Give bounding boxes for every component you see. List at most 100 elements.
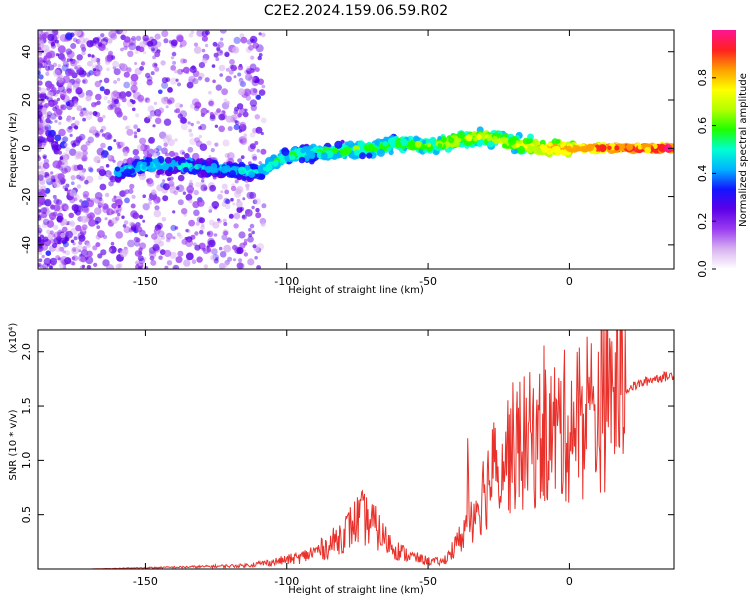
- heatmap-cell: [194, 244, 201, 251]
- heatmap-cell: [82, 190, 90, 198]
- heatmap-cell: [71, 204, 79, 212]
- heatmap-cell: [189, 179, 193, 183]
- heatmap-cell: [53, 69, 61, 78]
- heatmap-cell: [107, 171, 113, 177]
- heatmap-cell: [212, 221, 220, 229]
- heatmap-cell: [85, 256, 94, 265]
- heatmap-cell: [113, 139, 117, 143]
- heatmap-cell: [62, 250, 66, 254]
- heatmap-cell: [437, 136, 442, 141]
- heatmap-cell: [137, 173, 141, 177]
- heatmap-cell: [98, 197, 103, 202]
- heatmap-cell: [78, 69, 87, 78]
- heatmap-cell: [248, 233, 253, 238]
- x-tick-label: -100: [274, 275, 299, 288]
- heatmap-cell: [83, 194, 88, 199]
- heatmap-cell: [153, 227, 161, 235]
- heatmap-cell: [107, 154, 112, 160]
- heatmap-cell: [74, 64, 81, 70]
- heatmap-cell: [152, 55, 157, 60]
- heatmap-cell: [45, 176, 52, 183]
- heatmap-cell: [492, 136, 498, 142]
- heatmap-cell: [159, 165, 164, 170]
- heatmap-cell: [115, 231, 123, 239]
- heatmap-cell: [225, 115, 233, 123]
- heatmap-cell: [57, 160, 63, 165]
- heatmap-cell: [131, 36, 137, 41]
- heatmap-cell: [103, 77, 110, 84]
- heatmap-cell: [565, 145, 572, 152]
- heatmap-cell: [215, 57, 220, 61]
- heatmap-cell: [136, 226, 143, 233]
- heatmap-cell: [39, 178, 46, 185]
- heatmap-cell: [95, 242, 101, 248]
- heatmap-cell: [50, 204, 55, 208]
- heatmap-cell: [168, 183, 175, 190]
- heatmap-cell: [56, 43, 61, 48]
- heatmap-cell: [255, 212, 262, 219]
- heatmap-cell: [57, 85, 65, 93]
- heatmap-cell: [181, 151, 186, 155]
- snr-y-axis-label: SNR (10 * v/v): [8, 409, 19, 480]
- heatmap-cell: [224, 152, 230, 159]
- heatmap-cell: [43, 55, 51, 63]
- heatmap-cell: [62, 88, 67, 94]
- heatmap-cell: [47, 33, 55, 42]
- heatmap-cell: [123, 226, 131, 234]
- heatmap-cell: [72, 242, 76, 246]
- heatmap-cell: [241, 214, 246, 219]
- heatmap-cell: [39, 35, 44, 40]
- heatmap-cell: [113, 80, 117, 84]
- heatmap-cell: [261, 32, 266, 38]
- heatmap-cell: [70, 43, 77, 49]
- heatmap-cell: [170, 39, 178, 47]
- heatmap-cell: [234, 120, 238, 124]
- heatmap-cell: [143, 149, 149, 156]
- heatmap-cell: [258, 161, 262, 165]
- heatmap-cell: [195, 221, 200, 226]
- heatmap-cell: [86, 199, 95, 208]
- y-tick-label: 0.5: [20, 506, 33, 524]
- heatmap-cell: [95, 93, 102, 101]
- heatmap-cell: [100, 142, 106, 149]
- heatmap-cell: [73, 197, 78, 202]
- heatmap-cell: [41, 254, 45, 259]
- heatmap-cell: [82, 78, 88, 85]
- heatmap-cell: [539, 139, 546, 146]
- heatmap-cell: [227, 152, 235, 160]
- heatmap-cell: [238, 258, 243, 263]
- heatmap-cell: [165, 105, 169, 109]
- heatmap-cell: [100, 249, 107, 256]
- heatmap-cell: [78, 37, 86, 45]
- heatmap-cell: [158, 255, 163, 260]
- heatmap-cell: [70, 239, 75, 244]
- heatmap-cell: [56, 215, 63, 223]
- y-tick-label: 1.0: [20, 452, 33, 470]
- heatmap-cell: [146, 179, 155, 187]
- heatmap-cell: [98, 205, 102, 209]
- heatmap-cell: [55, 39, 59, 44]
- heatmap-cell: [42, 109, 47, 115]
- heatmap-cell: [164, 156, 172, 164]
- heatmap-cell: [175, 256, 183, 264]
- heatmap-cell: [128, 42, 137, 51]
- heatmap-cell: [216, 108, 221, 113]
- heatmap-cell: [472, 136, 478, 142]
- heatmap-cell: [71, 181, 75, 185]
- heatmap-cell: [144, 266, 149, 269]
- heatmap-cell: [196, 216, 203, 223]
- heatmap-cell: [233, 75, 237, 79]
- heatmap-cell: [139, 173, 146, 181]
- heatmap-cell: [167, 87, 173, 93]
- heatmap-cell: [110, 33, 118, 40]
- heatmap-cell: [144, 116, 151, 124]
- heatmap-cell: [223, 263, 228, 268]
- heatmap-cell: [249, 191, 257, 199]
- heatmap-cell: [66, 88, 72, 94]
- heatmap-cell: [607, 145, 612, 150]
- heatmap-cell: [256, 148, 261, 153]
- heatmap-cell: [243, 133, 247, 137]
- heatmap-cell: [161, 77, 168, 84]
- heatmap-cell: [137, 255, 144, 262]
- colorbar: 0.0 0.2 0.4 0.6 0.8 Normalized spectral ampl…: [696, 30, 749, 278]
